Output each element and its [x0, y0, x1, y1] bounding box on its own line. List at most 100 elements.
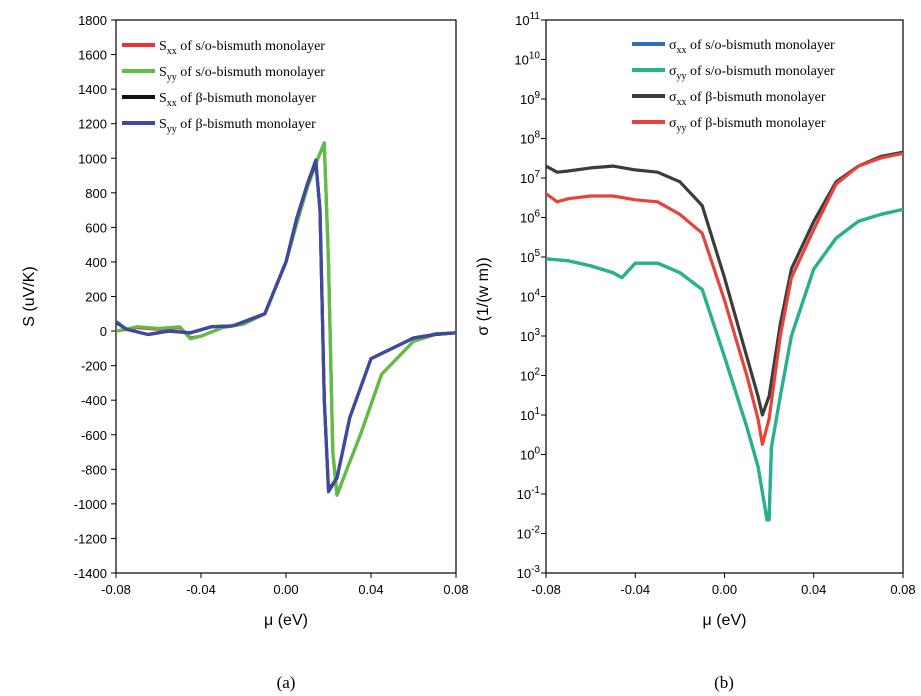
y-tick-exponent: 7: [534, 169, 540, 180]
y-tick-label: 100: [520, 446, 540, 463]
y-tick-label: -200: [81, 359, 107, 374]
y-tick-label: 108: [520, 130, 540, 147]
y-tick-label: -600: [81, 428, 107, 443]
series-line-4: [116, 158, 456, 494]
series-line-2: [116, 141, 456, 497]
y-tick-label: -400: [81, 393, 107, 408]
y-tick-label: 104: [520, 288, 540, 305]
legend-symbol: σ: [669, 38, 677, 53]
legend-subscript: xx: [167, 46, 177, 57]
legend-subscript: yy: [677, 123, 687, 134]
legend-symbol: S: [159, 65, 167, 80]
y-tick-base: 10: [520, 92, 534, 107]
x-tick-label: 0.00: [712, 582, 737, 597]
y-tick-label: -1400: [74, 566, 107, 581]
y-tick-exponent: 3: [534, 327, 540, 338]
legend-entry: σxx of s/o-bismuth monolayer: [669, 38, 835, 56]
x-tick-label: 0.08: [443, 582, 468, 597]
y-tick-label: 106: [520, 209, 540, 226]
y-tick-exponent: 2: [534, 367, 540, 378]
panel-caption: (a): [277, 673, 296, 692]
legend-entry: σyy of s/o-bismuth monolayer: [669, 64, 835, 82]
legend-entry: Syy of s/o-bismuth monolayer: [159, 65, 325, 83]
legend-entry: σxx of β-bismuth monolayer: [669, 90, 826, 108]
x-tick-label: 0.08: [890, 582, 915, 597]
y-tick-label: 103: [520, 327, 540, 344]
legend-symbol: S: [159, 117, 167, 132]
legend-text: of s/o-bismuth monolayer: [177, 65, 325, 80]
y-tick-base: 10: [515, 13, 529, 28]
legend-entry: Sxx of β-bismuth monolayer: [159, 91, 316, 109]
legend-symbol: S: [159, 91, 167, 106]
legend-entry: σyy of β-bismuth monolayer: [669, 116, 826, 134]
y-tick-label: 101: [520, 406, 540, 423]
series-line-1: [116, 142, 456, 497]
y-tick-label: 10-2: [517, 525, 541, 542]
legend-subscript: yy: [677, 71, 687, 82]
y-tick-exponent: 10: [529, 51, 541, 62]
legend-symbol: σ: [669, 64, 677, 79]
y-tick-label: 1000: [78, 151, 107, 166]
y-tick-exponent: 6: [534, 209, 540, 220]
panel-caption: (b): [714, 673, 734, 692]
y-tick-exponent: 11: [530, 11, 541, 22]
y-tick-label: 107: [520, 169, 540, 186]
x-tick-label: -0.04: [186, 582, 216, 597]
legend-text: of β-bismuth monolayer: [177, 117, 316, 132]
legend-text: of β-bismuth monolayer: [177, 91, 316, 106]
legend-entry: Syy of β-bismuth monolayer: [159, 117, 316, 135]
y-tick-exponent: 4: [534, 288, 540, 299]
legend-text: of s/o-bismuth monolayer: [687, 38, 835, 53]
y-tick-exponent: 1: [534, 406, 540, 417]
y-tick-label: 1010: [514, 51, 540, 68]
y-tick-base: 10: [517, 566, 531, 581]
series-line-3: [546, 150, 903, 417]
legend-subscript: xx: [677, 97, 687, 108]
y-tick-label: 109: [520, 90, 540, 107]
legend-subscript: yy: [167, 72, 177, 83]
y-tick-exponent: -3: [531, 564, 540, 575]
y-tick-label: 1011: [515, 11, 540, 28]
legend-text: of s/o-bismuth monolayer: [177, 39, 325, 54]
legend-text: of s/o-bismuth monolayer: [687, 64, 835, 79]
y-tick-label: 105: [520, 248, 540, 265]
legend-subscript: yy: [167, 124, 177, 135]
y-tick-label: -1200: [74, 531, 107, 546]
y-tick-label: 10-1: [517, 485, 541, 502]
series-group: [546, 150, 903, 522]
y-tick-exponent: -1: [531, 485, 540, 496]
y-tick-base: 10: [520, 250, 534, 265]
y-tick-base: 10: [517, 487, 531, 502]
y-tick-label: 400: [85, 255, 107, 270]
y-tick-label: 102: [520, 367, 540, 384]
y-tick-base: 10: [520, 132, 534, 147]
y-tick-base: 10: [520, 448, 534, 463]
panel-b: -0.08 -0.04 0.00 0.04 0.0810-310-210-1100101…: [475, 11, 916, 692]
x-axis-label: μ (eV): [264, 612, 308, 629]
x-axis-label: μ (eV): [703, 612, 747, 629]
y-tick-exponent: -2: [531, 525, 540, 536]
y-tick-base: 10: [520, 211, 534, 226]
y-tick-base: 10: [520, 171, 534, 186]
legend-text: of β-bismuth monolayer: [687, 116, 826, 131]
y-tick-label: -1000: [74, 497, 107, 512]
series-line-3: [116, 160, 456, 492]
y-tick-base: 10: [520, 329, 534, 344]
series-line-1: [546, 207, 903, 520]
y-tick-label: 0: [100, 324, 107, 339]
legend-symbol: σ: [669, 116, 677, 131]
y-tick-base: 10: [514, 53, 528, 68]
legend-subscript: xx: [167, 98, 177, 109]
series-group: [116, 141, 456, 497]
x-tick-label: -0.04: [620, 582, 650, 597]
legend-symbol: S: [159, 39, 167, 54]
y-tick-exponent: 5: [534, 248, 540, 259]
series-line-2: [546, 207, 903, 522]
y-tick-label: 1400: [78, 82, 107, 97]
y-tick-label: 1600: [78, 48, 107, 63]
series-line-4: [546, 151, 903, 446]
y-tick-base: 10: [517, 527, 531, 542]
y-tick-label: 600: [85, 220, 107, 235]
